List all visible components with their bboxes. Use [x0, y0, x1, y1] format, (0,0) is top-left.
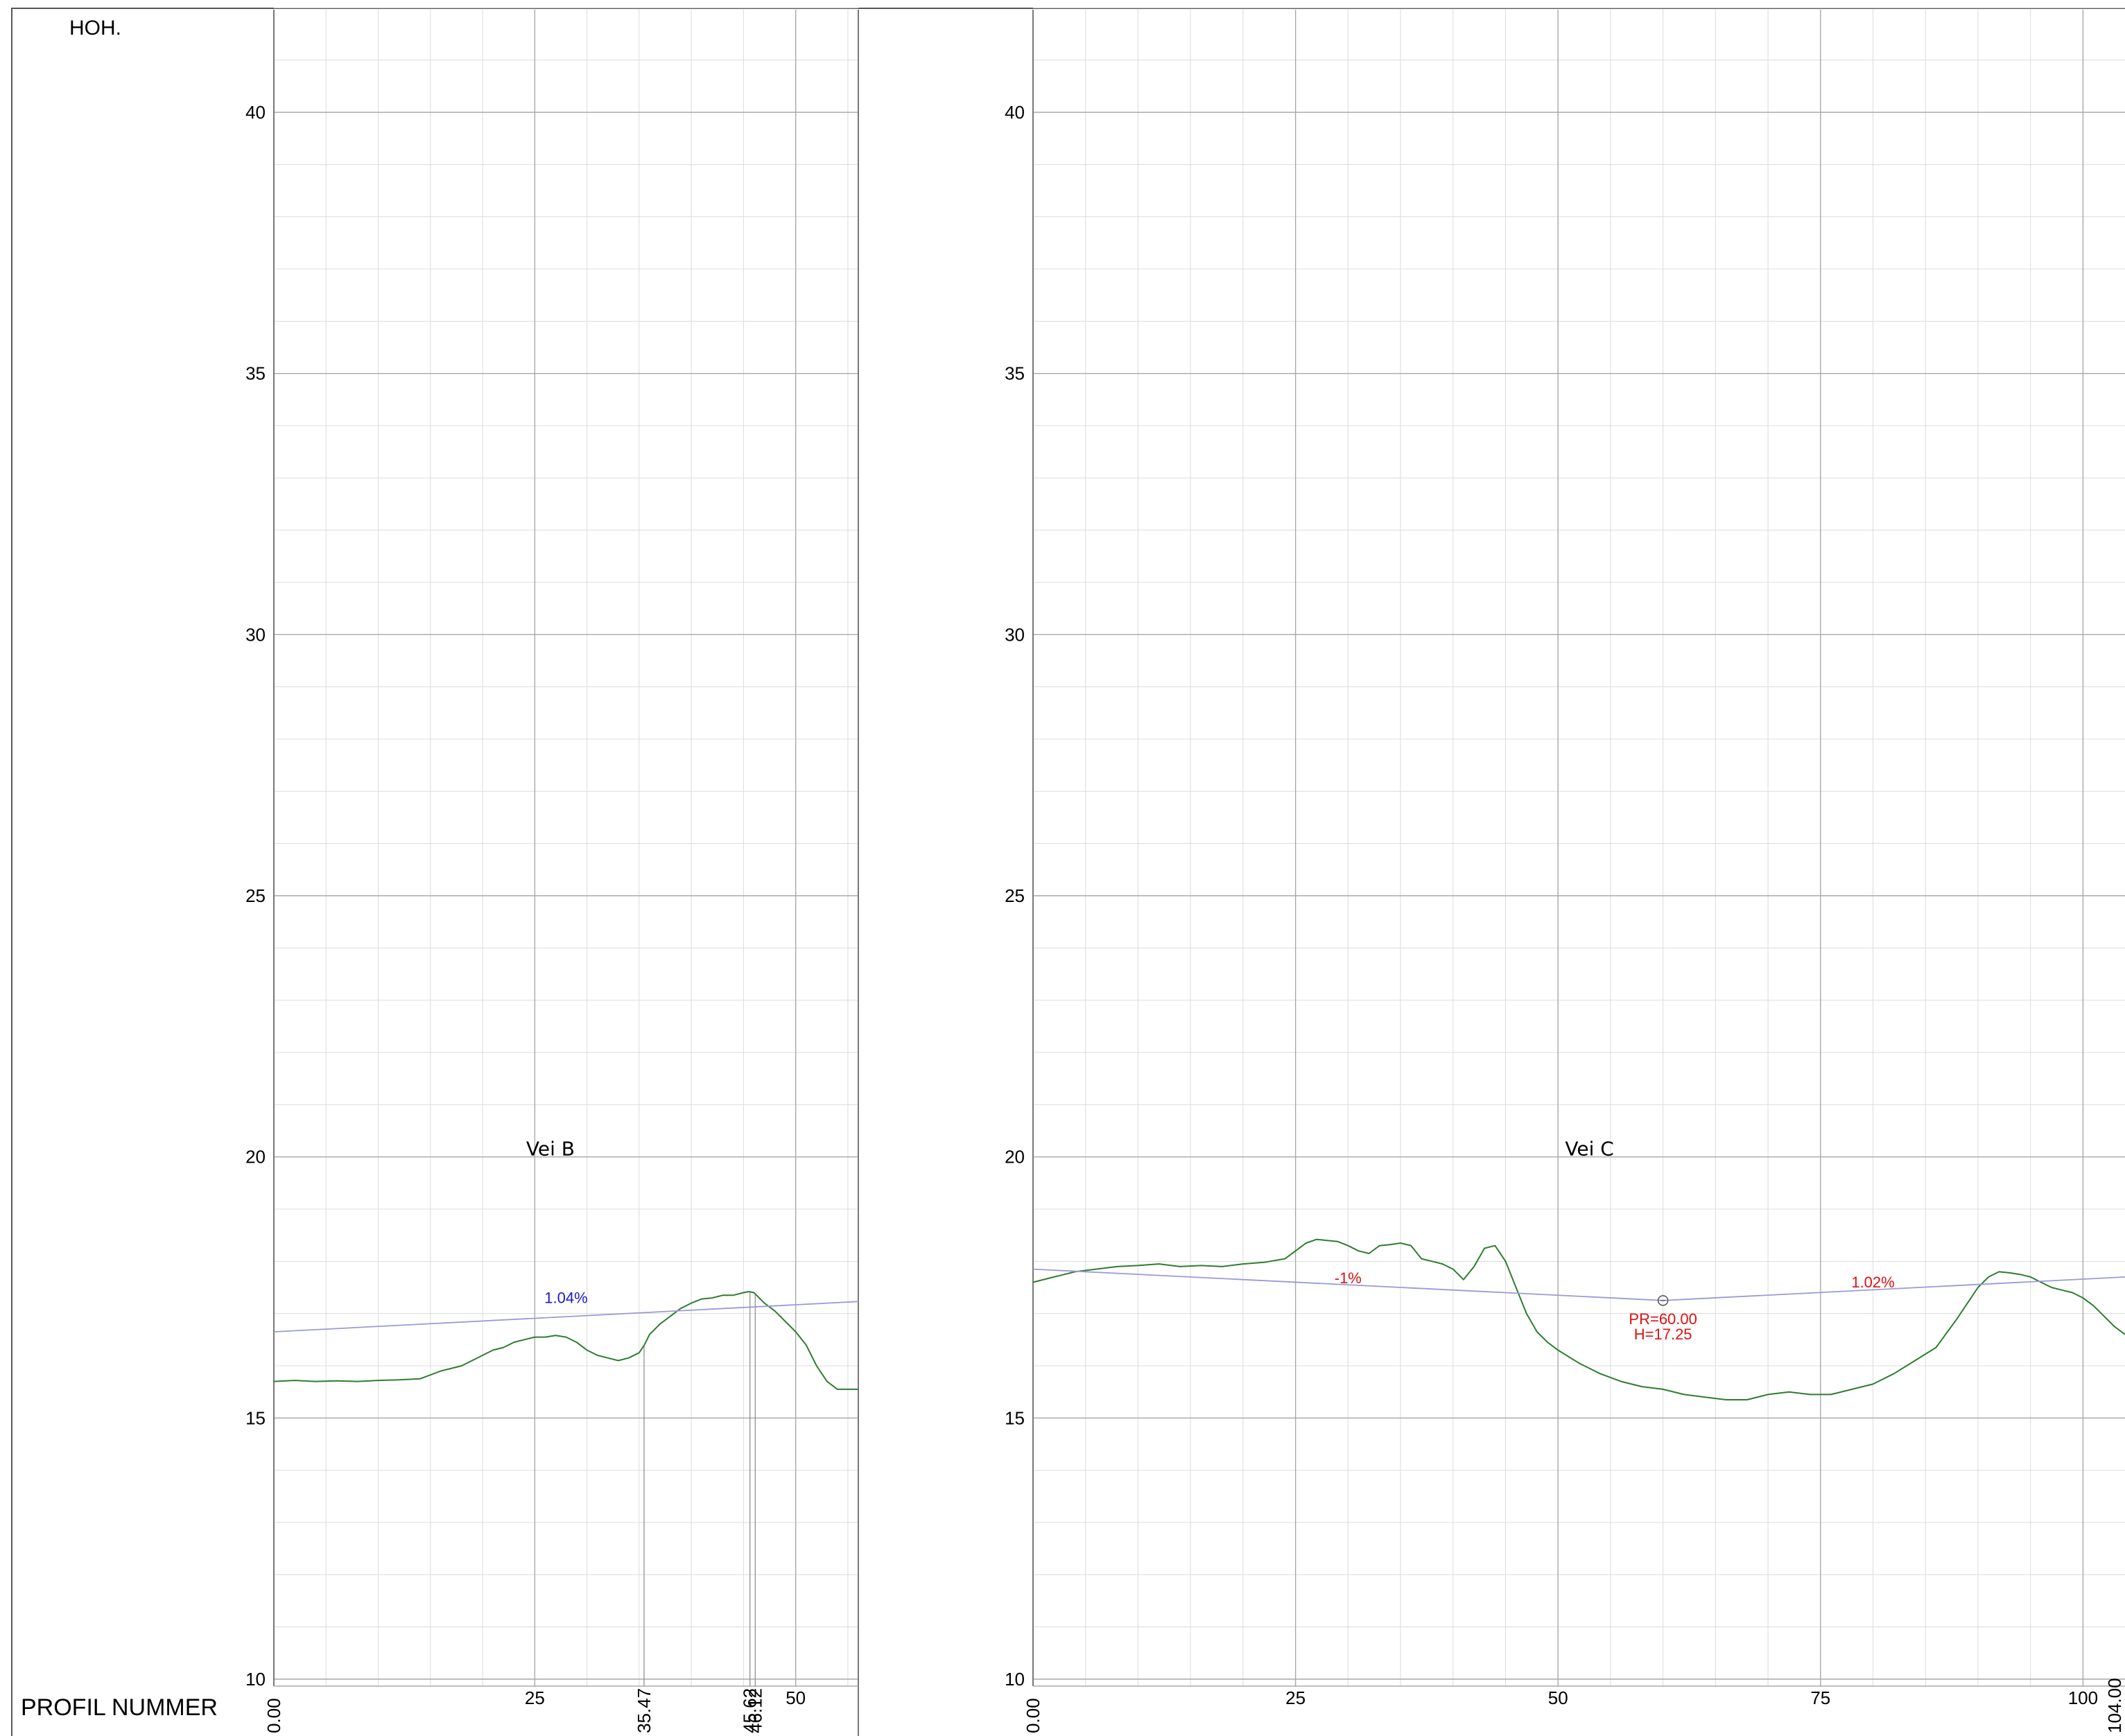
terrain-line [1032, 1238, 2125, 1400]
grade-label: -1% [1335, 1269, 1362, 1287]
y-tick-label: 25 [1005, 885, 1025, 906]
x-tick-label-rotated: 0.00 [263, 1698, 284, 1733]
y-tick-label: 30 [1005, 624, 1025, 645]
x-tick-label-rotated: 104.00 [2104, 1678, 2125, 1733]
y-tick-label: 10 [245, 1669, 266, 1690]
vertex-marker [1657, 1295, 1669, 1306]
grade-label: 1.02% [1851, 1274, 1894, 1291]
chart-title: Vei C [1565, 1138, 1613, 1161]
x-tick-label: 25 [1285, 1687, 1306, 1708]
x-tick-label: 25 [525, 1687, 545, 1708]
grade-label: 1.04% [544, 1290, 587, 1307]
x-tick-label: 50 [786, 1687, 806, 1708]
x-tick-label: 100 [2068, 1687, 2098, 1708]
x-tick-label: 75 [1810, 1687, 1830, 1708]
y-tick-label: 25 [245, 885, 266, 906]
vertex-label-pr: PR=60.00 [1629, 1310, 1697, 1328]
y-tick-label: 35 [1005, 363, 1025, 384]
y-tick-label: 10 [1005, 1669, 1025, 1690]
y-tick-label: 40 [1005, 102, 1025, 123]
x-tick-label-rotated: 45.62 [740, 1688, 761, 1733]
y-tick-label: 30 [245, 624, 266, 645]
x-tick-label: 50 [1548, 1687, 1568, 1708]
y-tick-label: 20 [245, 1147, 266, 1168]
y-tick-label: 15 [245, 1407, 266, 1428]
y-tick-label: 40 [245, 102, 266, 123]
x-tick-label-rotated: 35.47 [634, 1688, 654, 1733]
x-tick-label-rotated: 46.12 [745, 1688, 765, 1733]
design-grade-line [273, 1301, 859, 1333]
chart-title: Vei B [526, 1138, 575, 1161]
vertex-label-h: H=17.25 [1634, 1326, 1692, 1343]
terrain-line [273, 1291, 858, 1390]
x-axis-label: PROFIL NUMMER [21, 1694, 218, 1721]
profile-panel-vei-c: 10 15 20 25 30 35 40 25 50 75 100 0.00 104.00 Vei C -1… [1005, 7, 2125, 1733]
y-tick-label: 20 [1005, 1147, 1025, 1168]
x-tick-label-rotated: 0.00 [1023, 1698, 1043, 1733]
y-tick-label: 15 [1005, 1407, 1025, 1428]
y-tick-label: 35 [245, 363, 266, 384]
y-axis-label: HOH. [69, 17, 121, 40]
